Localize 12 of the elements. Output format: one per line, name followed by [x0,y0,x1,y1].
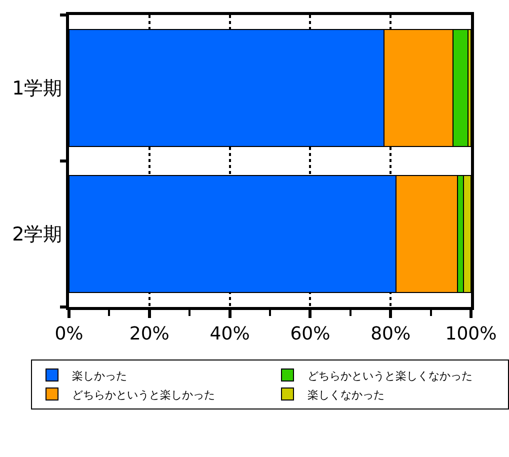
x-tick-label: 80% [370,324,411,345]
x-tick-label: 0% [54,324,84,345]
y-tick-label: 2学期 [12,224,62,246]
x-tick-label: 20% [129,324,170,345]
legend-label: 楽しかった [72,369,127,382]
x-tick-label: 100% [445,324,497,345]
x-tick-label: 40% [210,324,250,345]
legend-label: 楽しくなかった [308,388,384,402]
x-tick-label: 60% [290,324,330,345]
legend-label: どちらかというと楽しかった [72,388,215,402]
legend-label: どちらかというと楽しくなかった [308,369,472,382]
y-tick-label: 1学期 [12,78,62,100]
